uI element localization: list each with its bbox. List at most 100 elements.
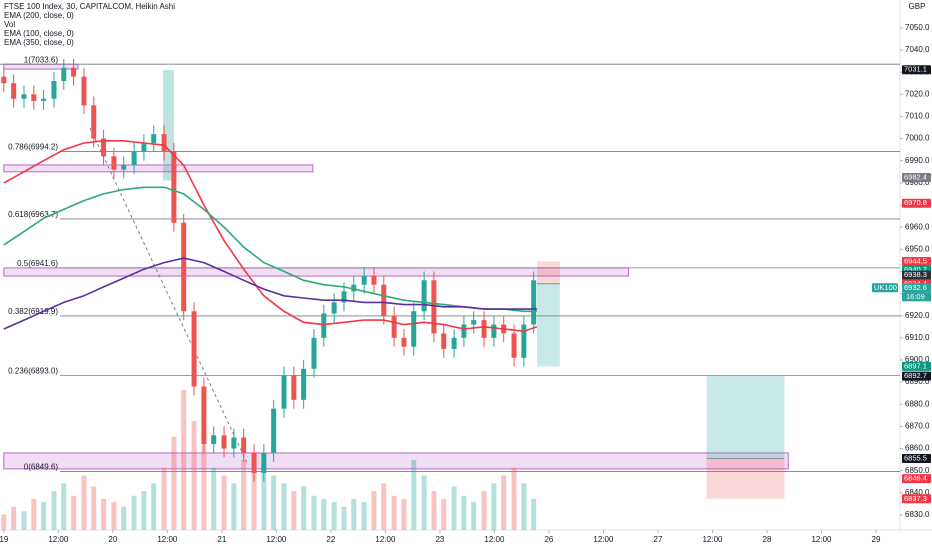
ema-line xyxy=(3,140,538,333)
candle-body xyxy=(11,83,17,99)
y-tick-label: 6990.0 xyxy=(905,156,930,165)
volume-bar xyxy=(281,483,287,530)
price-series xyxy=(1,58,538,530)
volume-bar xyxy=(1,514,7,530)
x-tick-label: 28 xyxy=(763,535,772,544)
candle-body xyxy=(251,452,257,473)
candle-body xyxy=(81,76,87,106)
price-tag xyxy=(902,474,931,484)
x-tick-label: 22 xyxy=(326,535,335,544)
y-tick-label: 7040.0 xyxy=(905,45,930,54)
candle-body xyxy=(181,222,187,312)
candle-body xyxy=(61,67,67,82)
candle-body xyxy=(161,134,167,152)
volume-bar xyxy=(151,483,157,530)
ema-line xyxy=(3,186,537,313)
highlight xyxy=(162,69,174,181)
candle-body xyxy=(261,452,267,473)
volume-bar xyxy=(61,483,67,530)
legend-entry: EMA (200, close, 0) xyxy=(4,11,74,20)
price-tag-label: 6970.8 xyxy=(904,198,927,207)
price-tag xyxy=(902,371,931,381)
price-tag-label: 6897.1 xyxy=(904,361,927,370)
volume-bar xyxy=(211,467,217,530)
fib-label: 0(6849.6) xyxy=(24,463,59,472)
candle-body xyxy=(51,81,57,99)
candle-body xyxy=(331,302,337,314)
x-tick-label: 12:00 xyxy=(266,535,287,544)
volume-bar xyxy=(91,486,97,530)
y-tick-label: 7050.0 xyxy=(905,23,930,32)
y-tick-label: 6890.0 xyxy=(905,377,930,386)
x-tick-label: 27 xyxy=(654,535,663,544)
volume-bar xyxy=(31,498,37,530)
x-tick-label: 23 xyxy=(435,535,444,544)
candle-body xyxy=(481,320,487,338)
volume-bar xyxy=(331,502,337,530)
x-tick-label: 12:00 xyxy=(593,535,614,544)
volume-bar xyxy=(451,486,457,530)
volume-bar xyxy=(441,498,447,530)
price-tag xyxy=(902,173,931,183)
candle-body xyxy=(31,94,37,101)
y-tick-label: 7000.0 xyxy=(905,134,930,143)
candle-body xyxy=(351,284,357,292)
volume-bar xyxy=(341,506,347,530)
x-tick-label: 12:00 xyxy=(157,535,178,544)
candle-body xyxy=(71,67,77,77)
x-tick-label: 12:00 xyxy=(811,535,832,544)
price-tag xyxy=(902,270,931,280)
y-tick-label: 6900.0 xyxy=(905,355,930,364)
volume-bar xyxy=(321,498,327,530)
volume-bar xyxy=(391,495,397,530)
candle-body xyxy=(321,313,327,338)
volume-bar xyxy=(11,506,17,530)
zone xyxy=(3,452,789,470)
price-tag xyxy=(902,198,931,208)
x-tick-label: 21 xyxy=(217,535,226,544)
candle-body xyxy=(421,280,427,312)
y-tick-label: 6950.0 xyxy=(905,244,930,253)
y-tick-label: 7010.0 xyxy=(905,112,930,121)
currency: GBP xyxy=(909,2,926,11)
ema-line xyxy=(3,257,537,330)
candle-body xyxy=(291,375,297,400)
candle-body xyxy=(201,386,207,445)
fib-label: 0.5(6941.6) xyxy=(17,259,58,268)
legend-entry: Vol xyxy=(4,20,15,29)
volume-bar xyxy=(131,495,137,530)
zone xyxy=(3,63,79,70)
price-tag-label: 7031.1 xyxy=(904,65,927,74)
candle-body xyxy=(121,165,127,170)
volume-bar xyxy=(161,467,167,530)
candle-body xyxy=(401,337,407,347)
drawings: 1(7033.6) 0.786(6994.2) 0.618(6963.7) 0.5(6… xyxy=(0,55,900,499)
candle-body xyxy=(241,437,247,453)
candle-body xyxy=(311,337,317,369)
candle-body xyxy=(521,324,527,358)
position-target xyxy=(706,376,785,459)
volume-bar xyxy=(461,495,467,530)
candle-body xyxy=(281,375,287,409)
candle-body xyxy=(461,324,467,338)
candle-body xyxy=(231,437,237,449)
fib-label: 0.382(6919.9) xyxy=(8,307,58,316)
volume-bar xyxy=(201,444,207,530)
x-tick-label: 12:00 xyxy=(375,535,396,544)
x-tick-label: 26 xyxy=(544,535,553,544)
candle-body xyxy=(271,408,277,453)
y-tick-label: 6870.0 xyxy=(905,422,930,431)
volume-bar xyxy=(221,475,227,530)
x-tick-label: 12:00 xyxy=(484,535,505,544)
volume-bar xyxy=(101,498,107,530)
volume-bar xyxy=(21,511,27,530)
volume-bar xyxy=(351,498,357,530)
y-tick-label: 6860.0 xyxy=(905,444,930,453)
candle-body xyxy=(441,333,447,349)
y-tick-label: 7020.0 xyxy=(905,89,930,98)
volume-bar xyxy=(491,483,497,530)
x-tick-label: 29 xyxy=(872,535,881,544)
x-tick-label: 20 xyxy=(108,535,117,544)
price-tag-label: 6932.6 xyxy=(904,283,927,292)
